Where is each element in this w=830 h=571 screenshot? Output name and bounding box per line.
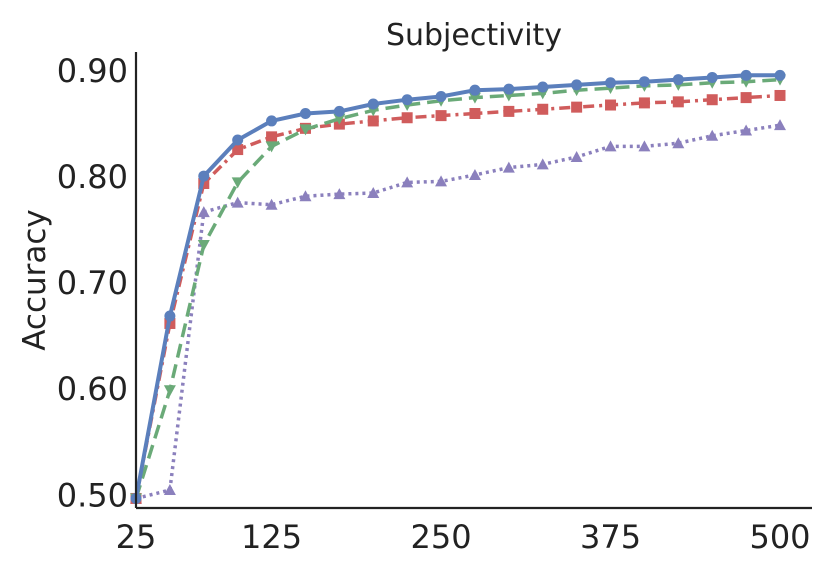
- point-red-dashdot-square-475: [740, 92, 752, 104]
- point-purple-dotted-triangle-up-50: [163, 483, 176, 495]
- point-blue-solid-circle-100: [232, 134, 244, 146]
- point-red-dashdot-square-350: [571, 101, 583, 113]
- point-red-dashdot-square-250: [435, 110, 447, 122]
- point-green-dashed-triangle-down-275: [468, 92, 481, 104]
- point-blue-solid-circle-350: [571, 79, 583, 91]
- series-line-blue-solid-circle: [134, 73, 780, 499]
- point-blue-solid-circle-150: [299, 108, 311, 120]
- point-red-dashdot-square-300: [503, 105, 515, 117]
- point-green-dashed-triangle-down-150: [299, 124, 312, 136]
- point-blue-solid-circle-50: [164, 310, 176, 322]
- point-blue-solid-circle-175: [333, 105, 345, 117]
- point-purple-dotted-triangle-up-400: [638, 140, 651, 152]
- point-red-dashdot-square-275: [469, 108, 481, 120]
- point-purple-dotted-triangle-up-175: [333, 188, 346, 200]
- point-blue-solid-circle-500: [774, 69, 786, 81]
- point-purple-dotted-triangle-up-125: [265, 198, 278, 210]
- point-green-dashed-triangle-down-175: [333, 113, 346, 125]
- x-tick-label: 125: [241, 518, 302, 556]
- point-purple-dotted-triangle-up-350: [570, 150, 583, 162]
- point-blue-solid-circle-325: [537, 81, 549, 93]
- point-purple-dotted-triangle-up-375: [604, 140, 617, 152]
- point-red-dashdot-square-400: [638, 97, 650, 109]
- point-blue-solid-circle-475: [740, 69, 752, 81]
- y-tick-label: 0.90: [57, 52, 128, 90]
- x-tick-label: 250: [411, 518, 472, 556]
- point-blue-solid-circle-375: [605, 77, 617, 89]
- series-blue-solid-circle: [130, 69, 786, 504]
- y-tick-label: 0.80: [57, 158, 128, 196]
- point-red-dashdot-square-325: [537, 103, 549, 115]
- point-purple-dotted-triangle-up-325: [536, 158, 549, 170]
- point-red-dashdot-square-375: [605, 99, 617, 111]
- point-purple-dotted-triangle-up-200: [367, 187, 380, 199]
- chart-title: Subjectivity: [386, 18, 562, 53]
- y-tick-labels: 0.50 0.60 0.70 0.80 0.90: [57, 52, 128, 514]
- point-blue-solid-circle-300: [503, 83, 515, 95]
- point-red-dashdot-square-125: [266, 131, 278, 143]
- point-purple-dotted-triangle-up-100: [231, 196, 244, 208]
- y-tick-label: 0.60: [57, 370, 128, 408]
- point-blue-solid-circle-125: [266, 115, 278, 127]
- x-tick-label: 25: [116, 518, 157, 556]
- point-blue-solid-circle-225: [401, 94, 413, 106]
- point-green-dashed-triangle-down-125: [265, 141, 278, 153]
- series-line-green-dashed-triangle-down: [134, 77, 781, 500]
- point-red-dashdot-square-500: [774, 89, 786, 101]
- point-purple-dotted-triangle-up-450: [706, 129, 719, 141]
- series-line-red-dashdot-square: [134, 93, 781, 499]
- point-purple-dotted-triangle-up-275: [468, 169, 481, 181]
- point-purple-dotted-triangle-up-475: [740, 124, 753, 136]
- point-blue-solid-circle-200: [367, 98, 379, 110]
- point-red-dashdot-square-100: [232, 144, 244, 156]
- series-line-purple-dotted-triangle-up: [135, 123, 781, 501]
- point-purple-dotted-triangle-up-425: [672, 137, 685, 149]
- point-green-dashed-triangle-down-100: [231, 177, 244, 189]
- point-red-dashdot-square-200: [367, 115, 379, 127]
- series-layer: [130, 69, 786, 505]
- point-purple-dotted-triangle-up-225: [401, 176, 414, 188]
- point-blue-solid-circle-450: [706, 71, 718, 83]
- series-purple-dotted-triangle-up: [130, 119, 786, 504]
- point-purple-dotted-triangle-up-300: [502, 161, 515, 173]
- point-blue-solid-circle-400: [638, 76, 650, 88]
- point-blue-solid-circle-250: [435, 91, 447, 103]
- point-blue-solid-circle-425: [672, 74, 684, 86]
- y-tick-label: 0.50: [57, 476, 128, 514]
- y-axis-label: Accuracy: [17, 209, 53, 351]
- point-green-dashed-triangle-down-75: [197, 240, 210, 252]
- point-green-dashed-triangle-down-50: [163, 385, 176, 397]
- point-purple-dotted-triangle-up-500: [774, 119, 786, 131]
- point-red-dashdot-square-225: [401, 112, 413, 124]
- point-blue-solid-circle-275: [469, 84, 481, 96]
- point-red-dashdot-square-450: [706, 94, 718, 106]
- y-tick-label: 0.70: [57, 264, 128, 302]
- point-purple-dotted-triangle-up-150: [299, 190, 312, 202]
- point-blue-solid-circle-75: [198, 170, 210, 182]
- point-red-dashdot-square-425: [672, 96, 684, 108]
- point-purple-dotted-triangle-up-75: [197, 206, 210, 218]
- point-purple-dotted-triangle-up-250: [435, 175, 448, 187]
- x-tick-label: 500: [749, 518, 810, 556]
- series-green-dashed-triangle-down: [130, 74, 786, 505]
- x-tick-labels: 25 125 250 375 500: [116, 518, 811, 556]
- x-tick-label: 375: [580, 518, 641, 556]
